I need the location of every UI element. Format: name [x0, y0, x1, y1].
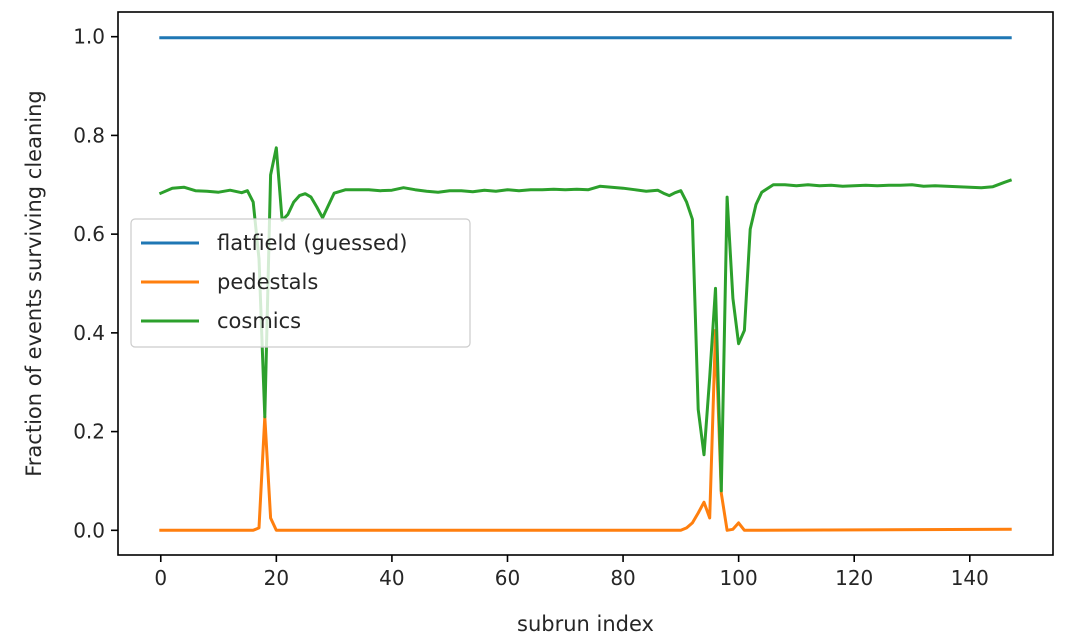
x-tick-label: 80: [610, 566, 635, 590]
legend-label-2: cosmics: [217, 309, 301, 333]
x-tick-label: 20: [264, 566, 289, 590]
x-axis-title: subrun index: [517, 612, 654, 636]
y-tick-label: 0.6: [73, 222, 105, 246]
x-tick-label: 140: [951, 566, 989, 590]
legend-label-0: flatfield (guessed): [217, 231, 407, 255]
x-tick-label: 120: [835, 566, 873, 590]
plot-area-frame: [117, 11, 1054, 556]
x-tick-label: 60: [495, 566, 520, 590]
y-tick-label: 0.2: [73, 420, 105, 444]
x-tick-label: 40: [379, 566, 404, 590]
series-layer: [158, 36, 1013, 532]
x-axis: 0 20 40 60 80 100 120 140: [154, 555, 989, 590]
legend-box: [130, 218, 471, 348]
y-axis: 0.0 0.2 0.4 0.6 0.8 1.0: [73, 25, 118, 542]
series-line-1: [159, 328, 1012, 532]
y-tick-label: 0.0: [73, 518, 105, 542]
legend: flatfield (guessed) pedestals cosmics: [130, 218, 471, 348]
series-line-2: [158, 146, 1013, 493]
x-tick-label: 0: [154, 566, 167, 590]
legend-label-1: pedestals: [217, 270, 318, 294]
y-tick-label: 0.4: [73, 321, 105, 345]
y-tick-label: 1.0: [73, 25, 105, 49]
x-tick-label: 100: [720, 566, 758, 590]
y-axis-title: Fraction of events surviving cleaning: [22, 90, 46, 477]
y-tick-label: 0.8: [73, 123, 105, 147]
